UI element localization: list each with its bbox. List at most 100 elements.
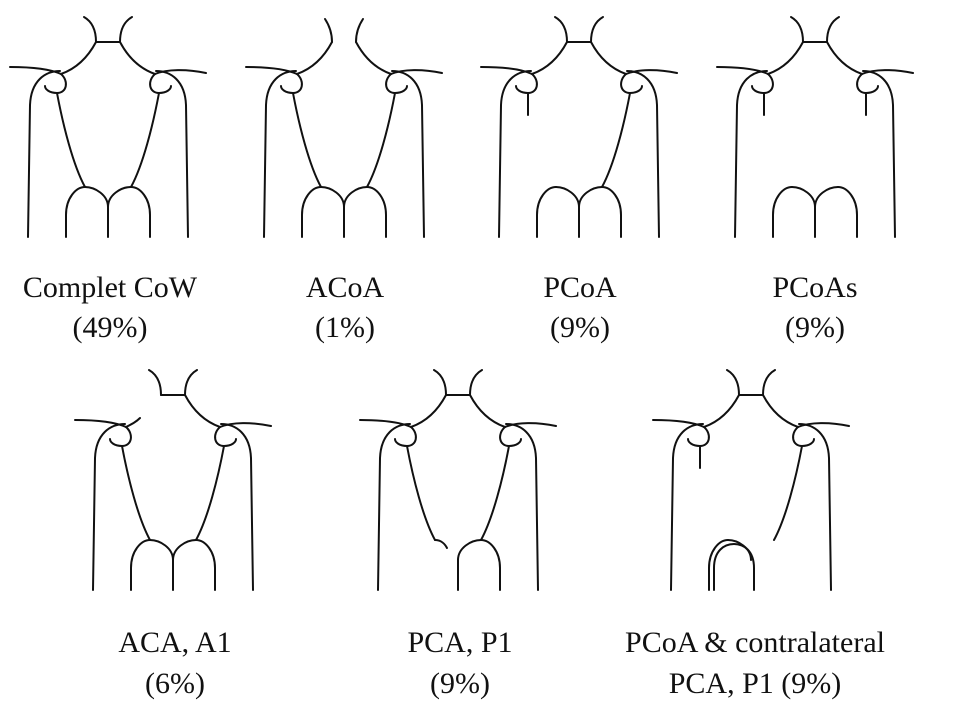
right-ica-vessel — [391, 70, 425, 238]
right-pcoa-vessel — [130, 92, 160, 188]
left-ica-vessel — [92, 423, 126, 591]
left-ica-junction — [687, 426, 710, 447]
right-pca-p1-vessel — [578, 186, 603, 208]
right-ica-junction — [856, 73, 879, 94]
left-pcoa-vessel — [406, 445, 436, 541]
right-mca-vessel — [625, 69, 678, 75]
left-ica-junction — [515, 73, 538, 94]
left-pca-vessel — [130, 539, 151, 591]
right-pca-vessel — [480, 539, 501, 591]
left-aca-a2-vessel — [433, 369, 447, 396]
right-aca-a1-vessel — [762, 394, 799, 428]
variant-caption-percentage: (1%) — [315, 311, 375, 344]
isolated-pca-loop — [713, 543, 755, 591]
left-ica-vessel — [27, 70, 61, 238]
right-ica-junction — [214, 426, 237, 447]
right-ica-vessel — [862, 70, 896, 238]
left-ica-vessel — [670, 423, 704, 591]
right-aca-a2-vessel — [590, 16, 604, 43]
left-aca-a2-vessel — [148, 369, 162, 396]
left-pca-p1-vessel — [791, 186, 816, 208]
right-pca-p1-vessel — [107, 186, 132, 208]
right-aca-a2-vessel — [762, 369, 776, 396]
variant-caption-percentage: (49%) — [73, 311, 148, 344]
left-mca-vessel — [245, 66, 298, 75]
left-pcoa-vessel — [56, 92, 86, 188]
variant-caption-title: PCoAs — [772, 271, 857, 304]
right-pca-p1-vessel — [172, 539, 197, 561]
variant-panel-pcoa: PCoA (9%) — [480, 16, 678, 344]
right-aca-a1-vessel — [184, 394, 221, 428]
right-pcoa-vessel — [773, 445, 803, 541]
left-ica-vessel — [263, 70, 297, 238]
right-aca-a1-vessel — [826, 41, 863, 75]
left-mca-vessel — [716, 66, 769, 75]
left-aca-a1-stub — [125, 417, 141, 428]
right-pca-p1-vessel — [457, 539, 482, 561]
vessel-diagram — [480, 16, 678, 238]
right-ica-junction — [792, 426, 815, 447]
variant-caption-title: PCoA — [543, 271, 617, 304]
variant-caption-percentage: (9%) — [550, 311, 610, 344]
left-pca-vessel — [708, 539, 729, 591]
right-aca-a2-vessel — [469, 369, 483, 396]
variant-panel-pca-p1: PCA, P1 (9%) — [359, 369, 557, 700]
left-aca-a1-vessel — [767, 41, 804, 75]
left-aca-a1-vessel — [60, 41, 97, 75]
right-pca-vessel — [195, 539, 216, 591]
right-ica-vessel — [155, 70, 189, 238]
left-mca-vessel — [359, 419, 412, 428]
left-ica-junction — [280, 73, 303, 94]
variant-caption-title: ACA, A1 — [118, 626, 231, 659]
right-pca-vessel — [366, 186, 387, 238]
left-aca-a2-vessel — [790, 16, 804, 43]
right-pca-vessel — [601, 186, 622, 238]
left-ica-junction — [751, 73, 774, 94]
right-pca-p1-vessel — [343, 186, 368, 208]
left-mca-vessel — [9, 66, 62, 75]
left-aca-a1-vessel — [296, 41, 333, 75]
left-pca-vessel — [301, 186, 322, 238]
vessel-diagram — [245, 18, 443, 238]
variant-panel-complete: Complet CoW (49%) — [9, 16, 207, 344]
right-aca-a2-vessel — [826, 16, 840, 43]
right-aca-a1-vessel — [119, 41, 156, 75]
left-aca-a2-vessel — [554, 16, 568, 43]
left-aca-a1-vessel — [410, 394, 447, 428]
right-ica-vessel — [798, 423, 832, 591]
right-mca-vessel — [219, 422, 272, 428]
right-mca-vessel — [861, 69, 914, 75]
right-aca-a1-vessel — [590, 41, 627, 75]
right-ica-junction — [499, 426, 522, 447]
left-aca-a2-vessel — [83, 16, 97, 43]
variant-panel-pcoa-contralateral-pca-p1: PCoA & contralateral PCA, P1 (9%) — [625, 369, 885, 700]
vessel-diagram — [9, 16, 207, 238]
vessel-diagram — [652, 369, 850, 591]
left-aca-a2-vessel — [726, 369, 740, 396]
right-mca-vessel — [504, 422, 557, 428]
right-pca-vessel — [837, 186, 858, 238]
right-mca-vessel — [390, 69, 443, 75]
left-pca-p1-vessel — [555, 186, 580, 208]
left-ica-vessel — [377, 423, 411, 591]
right-pca-vessel — [130, 186, 151, 238]
variant-caption-title: PCoA & contralateral — [625, 626, 885, 659]
right-mca-vessel — [797, 422, 850, 428]
right-ica-vessel — [220, 423, 254, 591]
right-pcoa-vessel — [601, 92, 631, 188]
left-mca-vessel — [74, 419, 127, 428]
right-ica-junction — [620, 73, 643, 94]
left-aca-a1-vessel — [703, 394, 740, 428]
right-ica-junction — [385, 73, 408, 94]
variant-panel-aca-a1: ACA, A1 (6%) — [74, 369, 272, 700]
right-ica-vessel — [505, 423, 539, 591]
left-pca-vessel — [536, 186, 557, 238]
right-ica-junction — [149, 73, 172, 94]
left-pcoa-vessel — [292, 92, 322, 188]
left-aca-a1-vessel — [531, 41, 568, 75]
variant-caption-title: Complet CoW — [23, 271, 198, 304]
left-mca-vessel — [480, 66, 533, 75]
variant-caption-title: ACoA — [306, 271, 385, 304]
left-ica-junction — [109, 426, 132, 447]
